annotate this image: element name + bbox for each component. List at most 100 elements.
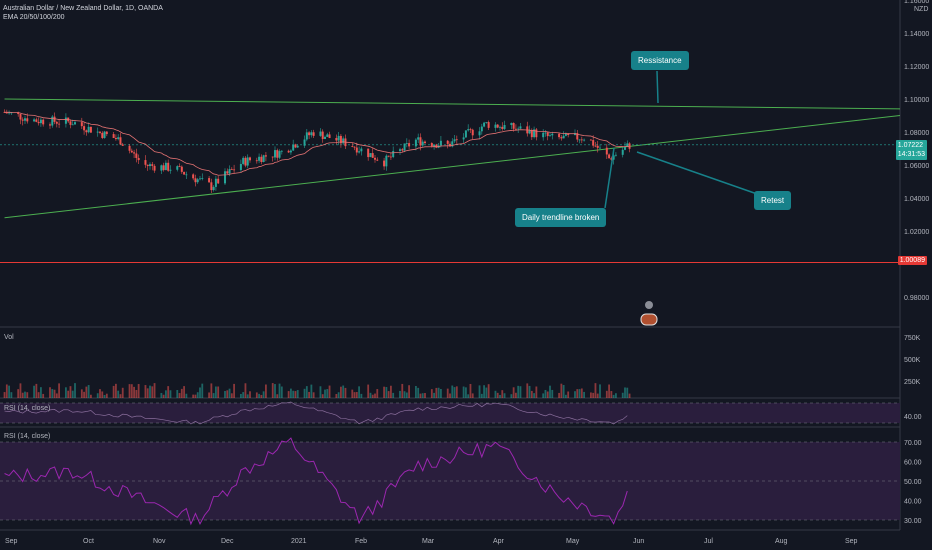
volume-bar	[165, 390, 167, 398]
volume-bar	[196, 392, 199, 398]
volume-bar	[626, 387, 629, 398]
candle-body	[239, 163, 242, 170]
candle-body	[133, 152, 136, 154]
candle-body	[499, 126, 501, 128]
volume-bars	[3, 383, 631, 398]
volume-tick-label: 500K	[904, 357, 921, 364]
volume-bar	[260, 394, 263, 398]
volume-bar	[530, 390, 533, 398]
volume-bar	[242, 392, 245, 398]
candle-body	[530, 130, 533, 138]
candle-body	[212, 186, 215, 191]
rsi-tick-label: 30.00	[904, 518, 922, 525]
volume-bar	[544, 389, 547, 398]
volume-bar	[417, 387, 420, 398]
candle-body	[455, 139, 458, 141]
candle-body	[562, 135, 565, 139]
candle-body	[228, 169, 231, 174]
volume-bar	[440, 388, 442, 398]
candle-body	[369, 153, 372, 158]
candle-body	[355, 147, 358, 153]
callout-pointers	[604, 70, 761, 209]
volume-bar	[40, 387, 42, 398]
rsi-small-line	[4, 401, 628, 425]
candle-body	[414, 139, 417, 147]
candle-body	[326, 134, 329, 137]
volume-bar	[310, 384, 313, 398]
candle-body	[549, 135, 551, 137]
volume-bar	[367, 384, 370, 398]
volume-bar	[294, 391, 297, 398]
candle-body	[376, 159, 379, 161]
price-tick-label: 1.06000	[904, 163, 929, 170]
volume-bar	[355, 392, 358, 398]
candle-body	[87, 126, 90, 133]
trendline-broken-note[interactable]: Daily trendline broken	[515, 208, 607, 227]
currency-label: NZD	[914, 6, 928, 13]
retest-note[interactable]: Retest	[754, 191, 792, 210]
candle-body	[424, 141, 426, 144]
candle-body	[583, 139, 586, 141]
candle-body	[112, 134, 115, 138]
symbol-title: Australian Dollar / New Zealand Dollar, …	[3, 5, 163, 12]
level-price-tag: 1.00089	[897, 256, 927, 265]
rsi-small-tick-label: 40.00	[904, 414, 922, 421]
candle-body	[33, 119, 36, 122]
candle-body	[544, 132, 547, 134]
rsi-label: RSI (14, close)	[4, 433, 51, 440]
candle-body	[249, 157, 251, 161]
volume-bar	[419, 393, 422, 398]
volume-bar	[153, 383, 156, 398]
current-price-tag: 1.07222 14:31:53	[895, 140, 927, 160]
volume-bar	[496, 392, 499, 398]
candle-body	[371, 153, 374, 158]
volume-bar	[624, 387, 626, 398]
candle-body	[403, 143, 406, 151]
candle-body	[408, 143, 411, 147]
volume-bar	[117, 390, 120, 398]
resistance-note[interactable]: Ressistance	[631, 51, 689, 70]
volume-bar	[578, 389, 581, 398]
candle-body	[387, 155, 390, 157]
volume-bar	[90, 394, 92, 398]
volume-bar	[478, 385, 481, 398]
price-tick-label: 1.08000	[904, 130, 929, 137]
candle-body	[494, 124, 497, 128]
volume-bar	[162, 394, 165, 398]
candle-body	[567, 133, 570, 136]
countdown: 14:31:53	[897, 151, 925, 158]
volume-bar	[292, 390, 295, 398]
volume-bar	[217, 386, 220, 398]
candle-body	[176, 166, 179, 170]
volume-bar	[121, 387, 124, 398]
volume-label: Vol	[4, 334, 14, 341]
volume-bar	[176, 389, 179, 398]
volume-bar	[42, 393, 45, 398]
candle-body	[433, 144, 436, 147]
candle-body	[469, 129, 472, 130]
volume-bar	[8, 385, 10, 398]
volume-bar	[546, 391, 549, 398]
time-tick-label: Oct	[83, 538, 94, 545]
resistance-pointer	[656, 70, 659, 104]
candle-body	[42, 119, 45, 125]
candle-body	[49, 124, 51, 126]
candle-body	[510, 122, 513, 126]
volume-bar	[3, 392, 6, 398]
candle-body	[21, 119, 24, 121]
volume-bar	[526, 383, 529, 398]
candle-body	[128, 145, 131, 151]
candle-body	[196, 179, 199, 183]
time-tick-label: 2021	[291, 538, 307, 545]
rsi-tick-label: 50.00	[904, 479, 922, 486]
volume-bar	[58, 383, 60, 398]
candle-body	[580, 139, 583, 141]
volume-bar	[335, 393, 338, 398]
volume-bar	[576, 389, 579, 398]
volume-bar	[230, 393, 233, 398]
candle-body	[58, 123, 61, 125]
candle-body	[210, 182, 213, 191]
candle-body	[74, 122, 76, 125]
candle-body	[37, 121, 40, 124]
